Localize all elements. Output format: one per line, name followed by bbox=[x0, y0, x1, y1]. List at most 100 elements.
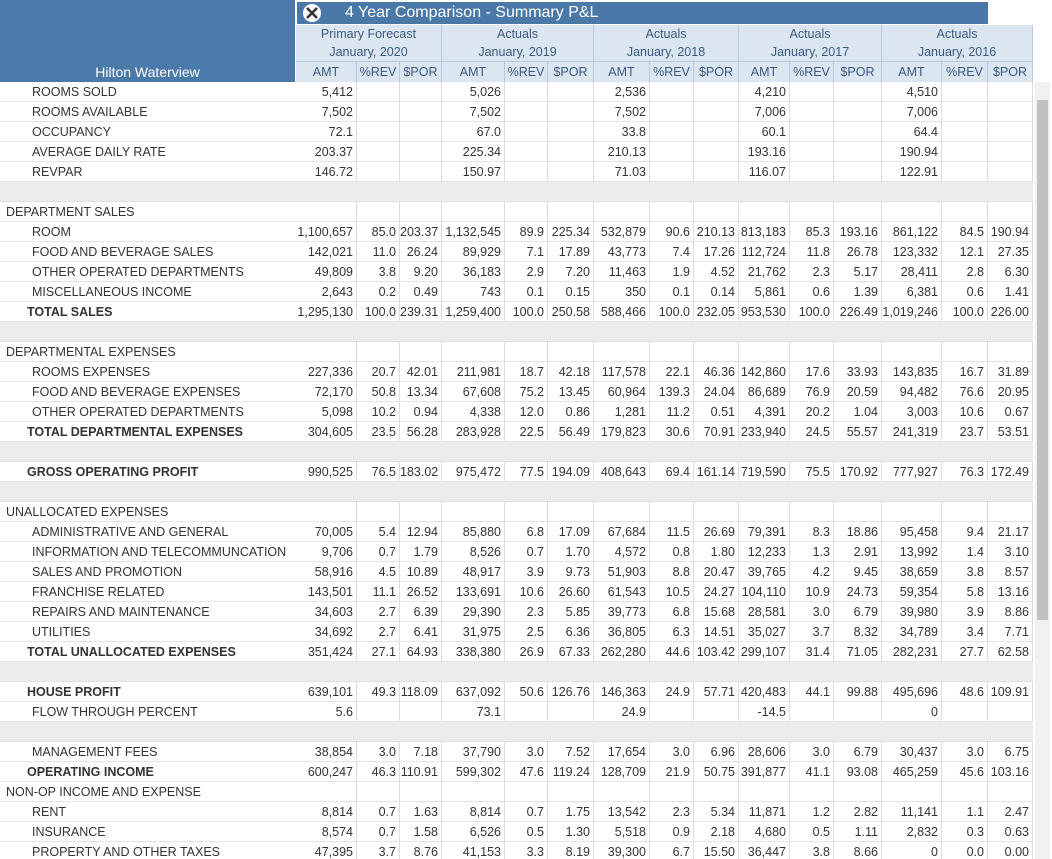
scrollbar[interactable] bbox=[1035, 82, 1050, 859]
cell bbox=[834, 142, 882, 162]
cell: 100.0 bbox=[790, 302, 834, 322]
row-label: UTILITIES bbox=[0, 622, 296, 642]
cell bbox=[834, 702, 882, 722]
cell: 118.09 bbox=[400, 682, 442, 702]
blank-row bbox=[0, 662, 1033, 682]
cell: 813,183 bbox=[739, 222, 790, 242]
cell: 6.79 bbox=[834, 602, 882, 622]
cell: 0.5 bbox=[790, 822, 834, 842]
cell bbox=[505, 162, 548, 182]
cell: 4,391 bbox=[739, 402, 790, 422]
group-line2: January, 2019 bbox=[442, 43, 594, 62]
cell: 67.33 bbox=[548, 642, 594, 662]
cell: 33.93 bbox=[834, 362, 882, 382]
cell bbox=[694, 782, 739, 802]
cell: 103.42 bbox=[694, 642, 739, 662]
cell: 639,101 bbox=[296, 682, 357, 702]
cell: 183.02 bbox=[400, 462, 442, 482]
cell bbox=[400, 142, 442, 162]
cell bbox=[296, 202, 357, 222]
cell: 0.1 bbox=[505, 282, 548, 302]
cell: 7.4 bbox=[650, 242, 694, 262]
cell: 1.79 bbox=[400, 542, 442, 562]
cell: 210.13 bbox=[594, 142, 650, 162]
cell: 1.39 bbox=[834, 282, 882, 302]
cell: 3.0 bbox=[790, 742, 834, 762]
cell: 5,412 bbox=[296, 82, 357, 102]
cell: 8.86 bbox=[988, 602, 1033, 622]
cell: 22.5 bbox=[505, 422, 548, 442]
cell: 56.49 bbox=[548, 422, 594, 442]
cell: 26.52 bbox=[400, 582, 442, 602]
cell: 6.79 bbox=[834, 742, 882, 762]
cell: 0.15 bbox=[548, 282, 594, 302]
cell bbox=[505, 122, 548, 142]
cell: 6.8 bbox=[650, 602, 694, 622]
cell: 41,153 bbox=[442, 842, 505, 859]
row-label: FRANCHISE RELATED bbox=[0, 582, 296, 602]
cell bbox=[942, 702, 988, 722]
cell: 5.8 bbox=[942, 582, 988, 602]
cell bbox=[942, 782, 988, 802]
cell: 420,483 bbox=[739, 682, 790, 702]
cell bbox=[594, 202, 650, 222]
cell bbox=[505, 102, 548, 122]
cell: 532,879 bbox=[594, 222, 650, 242]
cell bbox=[834, 202, 882, 222]
cell: 241,319 bbox=[882, 422, 942, 442]
cell: 39,980 bbox=[882, 602, 942, 622]
cell: 2.3 bbox=[650, 802, 694, 822]
cell: 8.32 bbox=[834, 622, 882, 642]
cell: 18.7 bbox=[505, 362, 548, 382]
cell: 10.6 bbox=[942, 402, 988, 422]
cell: 465,259 bbox=[882, 762, 942, 782]
cell: 8.19 bbox=[548, 842, 594, 859]
cell: 1.04 bbox=[834, 402, 882, 422]
cell: 599,302 bbox=[442, 762, 505, 782]
cell: 41.1 bbox=[790, 762, 834, 782]
cell bbox=[505, 782, 548, 802]
subcolumn-header: AMT bbox=[739, 62, 790, 82]
cell: 2.7 bbox=[357, 602, 400, 622]
row-label: DEPARTMENT SALES bbox=[0, 202, 296, 222]
cell: 64.93 bbox=[400, 642, 442, 662]
cell: 4.5 bbox=[357, 562, 400, 582]
cell: 6.41 bbox=[400, 622, 442, 642]
cell: 0.7 bbox=[505, 542, 548, 562]
cell: 1.11 bbox=[834, 822, 882, 842]
cell: 0.3 bbox=[942, 822, 988, 842]
cell: 282,231 bbox=[882, 642, 942, 662]
cell: 975,472 bbox=[442, 462, 505, 482]
cell: 126.76 bbox=[548, 682, 594, 702]
cell: 46.36 bbox=[694, 362, 739, 382]
cell: 85.0 bbox=[357, 222, 400, 242]
subcolumn-header: $POR bbox=[834, 62, 882, 82]
cell: 49.3 bbox=[357, 682, 400, 702]
scroll-thumb[interactable] bbox=[1037, 100, 1048, 620]
blank-row bbox=[0, 442, 1033, 462]
cell: 637,092 bbox=[442, 682, 505, 702]
cell: 24.73 bbox=[834, 582, 882, 602]
cell: 3.0 bbox=[505, 742, 548, 762]
cell: 48,917 bbox=[442, 562, 505, 582]
cell: 100.0 bbox=[650, 302, 694, 322]
cell: 3.0 bbox=[942, 742, 988, 762]
cell: 283,928 bbox=[442, 422, 505, 442]
cell bbox=[834, 122, 882, 142]
cell: 11,871 bbox=[739, 802, 790, 822]
cell: 9,706 bbox=[296, 542, 357, 562]
tools-icon[interactable] bbox=[302, 3, 322, 23]
blank-row bbox=[0, 182, 1033, 202]
cell: 391,877 bbox=[739, 762, 790, 782]
cell: 193.16 bbox=[834, 222, 882, 242]
cell: 21,762 bbox=[739, 262, 790, 282]
cell bbox=[739, 342, 790, 362]
cell: 30,437 bbox=[882, 742, 942, 762]
cell: 34,789 bbox=[882, 622, 942, 642]
cell: 0.7 bbox=[357, 802, 400, 822]
cell: 28,606 bbox=[739, 742, 790, 762]
cell: 0.7 bbox=[357, 822, 400, 842]
cell: 12.94 bbox=[400, 522, 442, 542]
cell: 23.5 bbox=[357, 422, 400, 442]
cell: 203.37 bbox=[296, 142, 357, 162]
